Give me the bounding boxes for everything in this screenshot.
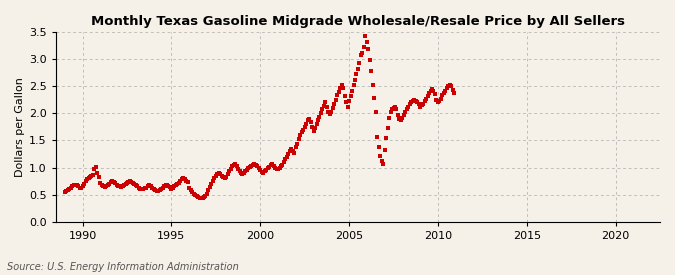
Text: Source: U.S. Energy Information Administration: Source: U.S. Energy Information Administ… (7, 262, 238, 272)
Y-axis label: Dollars per Gallon: Dollars per Gallon (15, 77, 25, 177)
Title: Monthly Texas Gasoline Midgrade Wholesale/Resale Price by All Sellers: Monthly Texas Gasoline Midgrade Wholesal… (91, 15, 625, 28)
